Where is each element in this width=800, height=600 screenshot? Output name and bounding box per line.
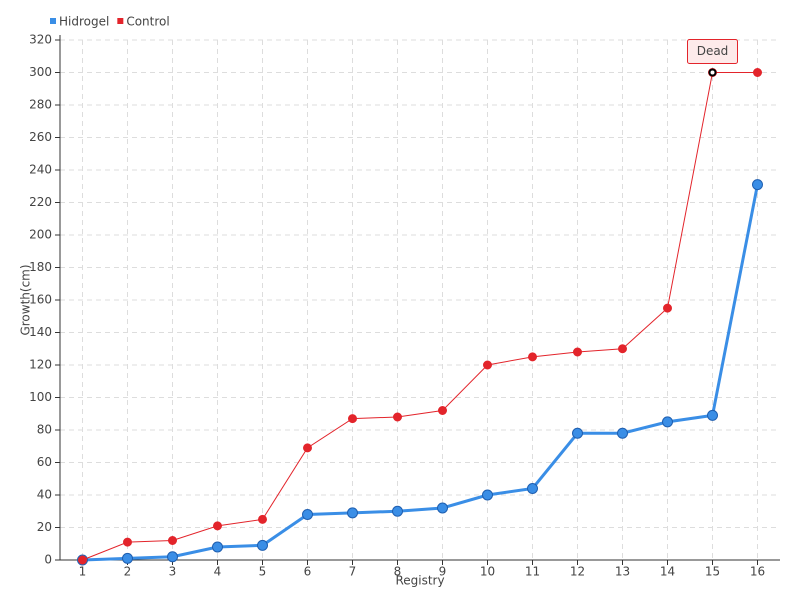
data-point bbox=[393, 412, 402, 422]
x-tick-label: 6 bbox=[304, 565, 312, 579]
y-tick-label: 120 bbox=[29, 358, 52, 372]
data-point bbox=[663, 303, 672, 313]
data-point bbox=[348, 414, 357, 424]
x-axis-title: Registry bbox=[395, 574, 444, 588]
data-point bbox=[572, 427, 583, 439]
x-tick-label: 9 bbox=[439, 565, 447, 579]
x-tick-label: 1 bbox=[79, 565, 87, 579]
y-tick-label: 60 bbox=[37, 455, 52, 469]
x-tick-label: 15 bbox=[705, 565, 720, 579]
data-point bbox=[437, 502, 448, 514]
legend-label: Hidrogel bbox=[59, 15, 109, 29]
data-point bbox=[707, 409, 718, 421]
data-point bbox=[528, 352, 537, 362]
y-tick-label: 180 bbox=[29, 260, 52, 274]
y-tick-label: 160 bbox=[29, 293, 52, 307]
data-point bbox=[258, 514, 267, 524]
y-tick-label: 320 bbox=[29, 33, 52, 47]
y-tick-label: 20 bbox=[37, 520, 52, 534]
legend-label: Control bbox=[126, 15, 169, 29]
legend-swatch bbox=[50, 18, 56, 24]
x-tick-label: 4 bbox=[214, 565, 222, 579]
x-tick-label: 14 bbox=[660, 565, 675, 579]
series-line bbox=[82, 184, 759, 562]
x-tick-label: 2 bbox=[124, 565, 132, 579]
x-tick-label: 12 bbox=[570, 565, 585, 579]
data-point bbox=[168, 536, 177, 545]
data-point bbox=[213, 521, 222, 531]
data-point bbox=[483, 360, 492, 370]
data-point bbox=[303, 443, 312, 453]
x-tick-label: 5 bbox=[259, 565, 267, 579]
x-tick-label: 8 bbox=[394, 565, 402, 579]
data-point bbox=[527, 483, 538, 494]
data-point bbox=[753, 68, 762, 77]
x-tick-label: 11 bbox=[525, 565, 540, 579]
data-point bbox=[122, 552, 133, 564]
annotation-box bbox=[687, 39, 738, 64]
data-point bbox=[662, 416, 673, 428]
data-point bbox=[167, 551, 178, 563]
data-point bbox=[302, 509, 313, 520]
data-point bbox=[618, 344, 627, 354]
annotation-point bbox=[708, 68, 717, 77]
y-tick-label: 220 bbox=[29, 195, 52, 209]
y-tick-label: 240 bbox=[29, 163, 52, 177]
y-axis-title: Growth(cm) bbox=[19, 264, 33, 335]
y-tick-label: 280 bbox=[29, 98, 52, 112]
x-tick-label: 3 bbox=[169, 565, 177, 579]
x-tick-label: 13 bbox=[615, 565, 630, 579]
data-point bbox=[617, 427, 628, 439]
annotation-label: Dead bbox=[697, 44, 729, 58]
data-point bbox=[78, 555, 87, 565]
x-tick-label: 16 bbox=[750, 565, 765, 579]
data-point bbox=[482, 489, 493, 501]
legend-swatch bbox=[117, 18, 124, 24]
data-point bbox=[438, 406, 447, 415]
y-tick-label: 260 bbox=[29, 130, 52, 144]
data-point bbox=[347, 507, 358, 519]
data-point bbox=[573, 347, 582, 357]
x-tick-label: 10 bbox=[480, 565, 495, 579]
y-tick-label: 100 bbox=[29, 390, 52, 404]
y-tick-label: 300 bbox=[29, 65, 52, 79]
x-tick-label: 7 bbox=[349, 565, 357, 579]
y-tick-label: 0 bbox=[44, 553, 52, 567]
y-tick-label: 80 bbox=[37, 423, 52, 437]
data-point bbox=[392, 505, 403, 517]
data-point bbox=[752, 179, 763, 191]
data-point bbox=[257, 539, 268, 551]
series-line bbox=[82, 72, 758, 561]
y-tick-label: 140 bbox=[29, 325, 52, 339]
y-tick-label: 40 bbox=[37, 488, 52, 502]
data-point bbox=[212, 541, 223, 553]
data-point bbox=[123, 537, 132, 547]
y-tick-label: 200 bbox=[29, 228, 52, 242]
